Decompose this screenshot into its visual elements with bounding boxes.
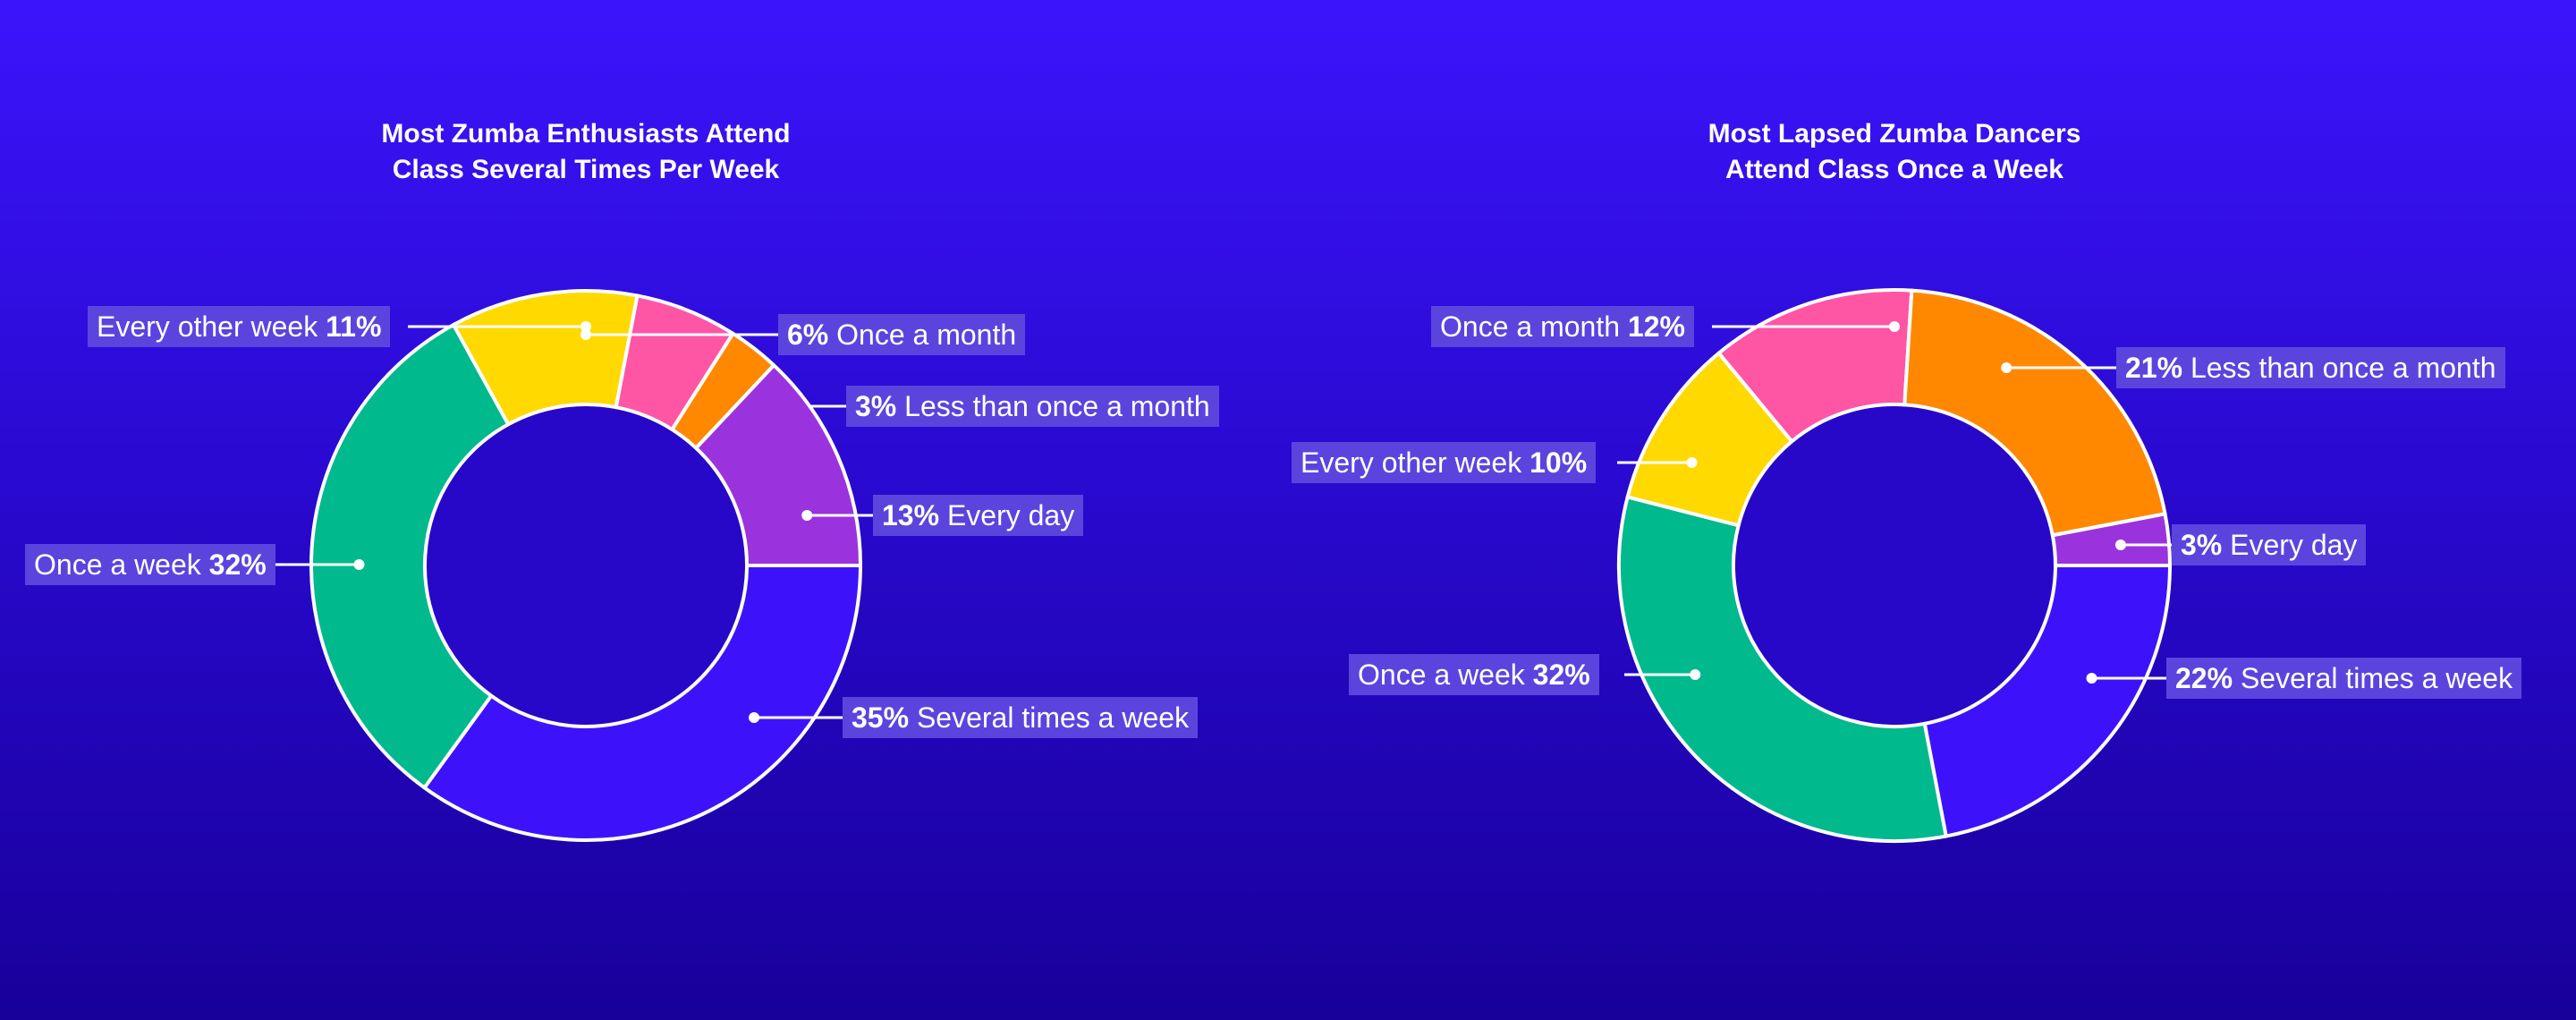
leader-dot (2086, 673, 2097, 684)
leader-dot (353, 559, 365, 570)
leader-dot (749, 712, 760, 723)
label-every-other-week: Every other week 10% (1292, 442, 1597, 483)
chart-title-line-1: Most Zumba Enthusiasts Attend (381, 119, 791, 149)
label-less-than-once-a-month: 3% Less than once a month (846, 386, 1219, 427)
label-every-other-week: Every other week 11% (88, 306, 391, 347)
donut-chart-lapsed (1617, 288, 2172, 843)
donut-slice-once-a-week (1617, 495, 1948, 843)
leader-dot (1686, 457, 1698, 468)
label-less-than-once-a-month: 21% Less than once a month (2116, 347, 2505, 388)
chart-title-line-2: Attend Class Once a Week (1725, 155, 2063, 184)
donut-slice-several-times-a-week (422, 564, 862, 842)
leader-dot (580, 321, 591, 332)
label-several-times-a-week: 22% Several times a week (2166, 658, 2522, 699)
donut-slice-several-times-a-week (1922, 564, 2172, 838)
chart-title-enthusiasts: Most Zumba Enthusiasts Attend Class Seve… (273, 116, 899, 188)
leader-dot (2001, 362, 2012, 373)
leader-dot (580, 329, 591, 340)
label-once-a-month: Once a month 12% (1431, 306, 1694, 347)
label-several-times-a-week: 35% Several times a week (843, 697, 1199, 738)
label-every-day: 13% Every day (873, 495, 1084, 536)
donut-slice-once-a-week (309, 322, 511, 790)
chart-title-line-1: Most Lapsed Zumba Dancers (1707, 119, 2081, 149)
donut-slice-less-than-once-a-month (1902, 288, 2167, 538)
label-once-a-month: 6% Once a month (778, 314, 1026, 355)
chart-title-line-2: Class Several Times Per Week (392, 155, 780, 184)
label-once-a-week: Once a week 32% (25, 544, 275, 585)
label-once-a-week: Once a week 32% (1349, 654, 1599, 695)
chart-title-lapsed: Most Lapsed Zumba Dancers Attend Class O… (1581, 116, 2207, 188)
leader-dot (2114, 540, 2126, 550)
donut-slice-every-day (2050, 512, 2172, 567)
leader-dot (1889, 321, 1900, 332)
leader-dot (801, 510, 813, 521)
label-every-day: 3% Every day (2172, 524, 2367, 565)
leader-dot (1690, 669, 1701, 680)
donut-chart-enthusiasts (159, 289, 873, 842)
